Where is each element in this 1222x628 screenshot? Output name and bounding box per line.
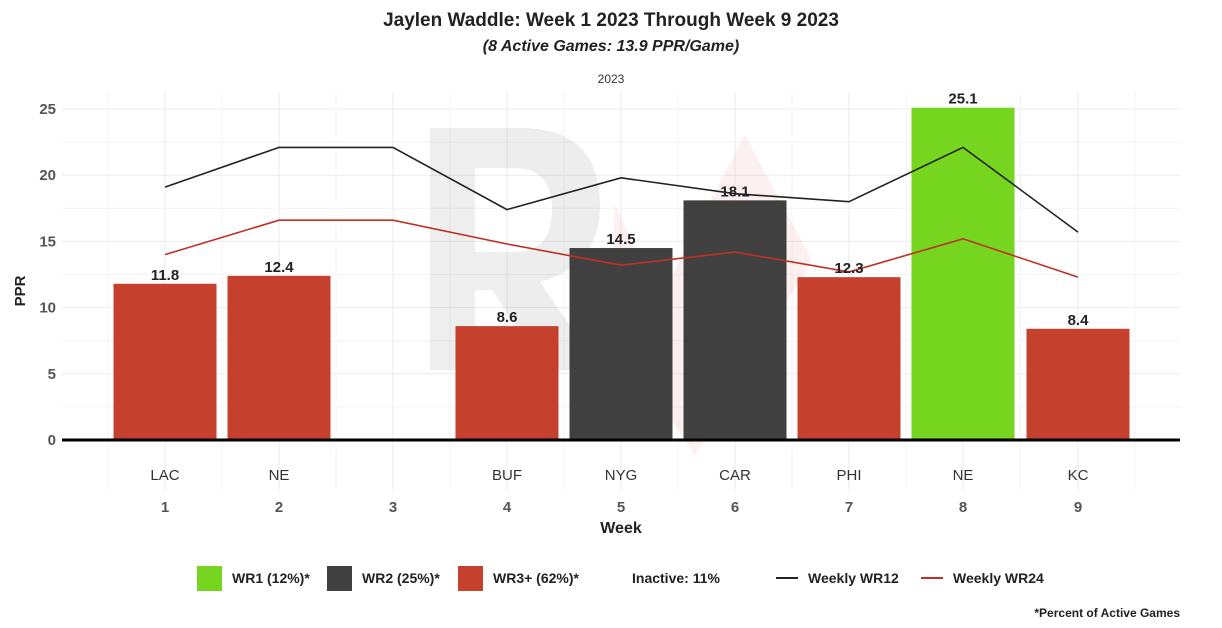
y-tick-label: 20 xyxy=(39,167,56,184)
chart-subtitle: (8 Active Games: 13.9 PPR/Game) xyxy=(482,38,740,55)
value-labels: 11.8 12.4 8.6 14.5 18.1 12.3 25.1 8.4 xyxy=(151,91,1089,329)
bar-week-7 xyxy=(797,277,901,440)
y-tick-label: 15 xyxy=(39,233,56,250)
x-opponent-label: KC xyxy=(1068,467,1089,484)
x-week-label: 4 xyxy=(503,499,512,516)
y-tick-label: 25 xyxy=(39,101,56,118)
legend-label-wr2: WR2 (25%)* xyxy=(362,570,440,586)
legend-item-wr24: Weekly WR24 xyxy=(921,564,1044,592)
bar-week-8 xyxy=(911,107,1015,441)
x-week-label: 5 xyxy=(617,499,625,516)
bar-week-4 xyxy=(455,326,559,440)
legend-label-wr24: Weekly WR24 xyxy=(953,570,1044,586)
x-week-label: 6 xyxy=(731,499,739,516)
bar-chart: 11.8 12.48.614.518.112.325.18.4 051015202… xyxy=(12,91,1180,537)
bar-value-label: 8.4 xyxy=(1068,312,1090,329)
x-opponent-label: CAR xyxy=(719,467,751,484)
x-opponent-label: NE xyxy=(269,467,290,484)
legend-item-wr2: WR2 (25%)* xyxy=(327,564,440,592)
legend-swatch-wr2 xyxy=(327,565,352,591)
bars xyxy=(113,107,1130,441)
footnote: *Percent of Active Games xyxy=(1034,606,1180,620)
legend-swatch-wr1 xyxy=(197,565,222,591)
legend: WR1 (12%)* WR2 (25%)* WR3+ (62%)* Inacti… xyxy=(0,564,1222,592)
bar-value-label: 18.1 xyxy=(720,183,749,200)
chart-title: Jaylen Waddle: Week 1 2023 Through Week … xyxy=(383,10,839,31)
bar-week-2 xyxy=(227,275,331,440)
x-axis-title: Week xyxy=(600,520,642,537)
bar-value-label: 12.3 xyxy=(834,260,863,277)
y-axis: 0 5 10 15 20 25 xyxy=(39,101,56,449)
bar-value-label: 14.5 xyxy=(606,231,635,248)
legend-line-wr24 xyxy=(921,577,943,579)
legend-label-wr1: WR1 (12%)* xyxy=(232,570,310,586)
legend-swatch-wr3 xyxy=(458,565,483,591)
x-week-label: 1 xyxy=(161,499,169,516)
legend-item-wr12: Weekly WR12 xyxy=(776,564,899,592)
bar-value-label: 8.6 xyxy=(497,309,518,326)
y-tick-label: 0 xyxy=(48,432,56,449)
y-tick-label: 5 xyxy=(48,366,56,383)
x-opponent-label: PHI xyxy=(836,467,861,484)
legend-item-inactive: Inactive: 11% xyxy=(632,564,720,592)
line-weekly-wr12 xyxy=(164,146,1079,233)
reference-lines xyxy=(164,146,1079,278)
x-opponent-label: NYG xyxy=(605,467,638,484)
legend-item-wr3: WR3+ (62%)* xyxy=(458,564,579,592)
x-week-label: 2 xyxy=(275,499,283,516)
y-tick-label: 10 xyxy=(39,300,56,317)
x-opponent-label: LAC xyxy=(150,467,179,484)
bar-week-9 xyxy=(1026,328,1130,440)
bar-value-label: 25.1 xyxy=(948,91,977,108)
legend-label-wr12: Weekly WR12 xyxy=(808,570,899,586)
bar-week-5 xyxy=(569,248,673,440)
x-axis: LAC 1 NE 2 3 BUF 4 NYG 5 CAR 6 PHI 7 NE 8 KC 9 xyxy=(150,467,1088,516)
legend-item-wr1: WR1 (12%)* xyxy=(197,564,310,592)
x-opponent-label: NE xyxy=(953,467,974,484)
legend-label-wr3: WR3+ (62%)* xyxy=(493,570,579,586)
bar-week-1 xyxy=(113,283,217,440)
x-week-label: 8 xyxy=(959,499,967,516)
y-axis-title: PPR xyxy=(12,275,29,306)
x-week-label: 9 xyxy=(1074,499,1082,516)
x-week-label: 7 xyxy=(845,499,853,516)
x-opponent-label: BUF xyxy=(492,467,522,484)
facet-label: 2023 xyxy=(597,72,625,86)
bar-value-label: 11.8 xyxy=(151,267,179,284)
bar-week-6 xyxy=(683,200,787,440)
legend-label-inactive: Inactive: 11% xyxy=(632,570,720,586)
line-weekly-wr24 xyxy=(164,219,1079,278)
x-week-label: 3 xyxy=(389,499,397,516)
bar-value-label: 12.4 xyxy=(264,259,294,276)
legend-line-wr12 xyxy=(776,577,798,579)
